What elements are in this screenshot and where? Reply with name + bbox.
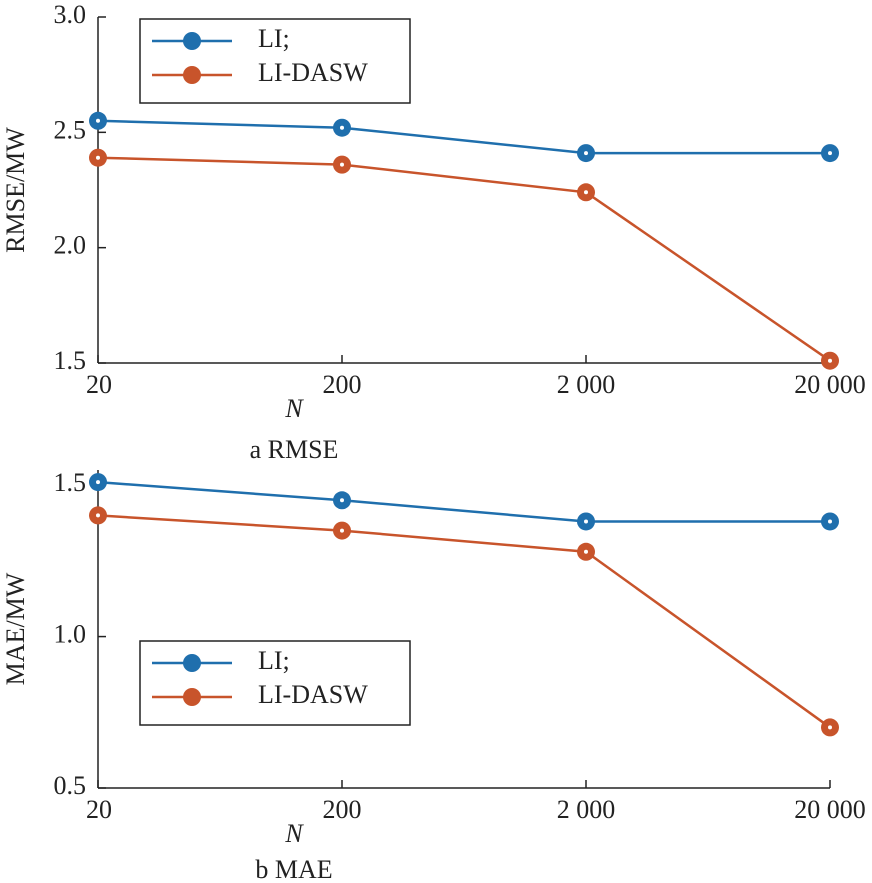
marker-dot (828, 151, 832, 156)
x-tick-label: 200 (323, 795, 362, 824)
x-tick-label: 20 (86, 370, 112, 399)
legend-label: LI-DASW (258, 680, 368, 709)
legend-marker (183, 66, 201, 84)
x-tick-label: 20 000 (794, 370, 866, 399)
x-tick-label: 2 000 (557, 795, 616, 824)
marker-dot (584, 151, 588, 156)
series-line (97, 514, 831, 729)
marker-dot (828, 519, 832, 524)
legend-label: LI; (258, 24, 290, 53)
x-tick-label: 200 (323, 370, 362, 399)
marker-dot (340, 498, 344, 503)
series-line (97, 119, 830, 155)
marker-dot (584, 519, 588, 524)
marker-dot (96, 513, 100, 518)
legend-label: LI-DASW (258, 58, 368, 87)
x-axis-label: N (284, 394, 304, 423)
x-tick-label: 20 000 (794, 795, 866, 824)
x-tick-label: 20 (86, 795, 112, 824)
marker-dot (828, 725, 832, 730)
y-tick-label: 2.5 (54, 115, 87, 144)
legend-box (139, 18, 411, 104)
x-axis-label: N (284, 819, 304, 848)
y-tick-label: 1.0 (54, 620, 87, 649)
marker-dot (96, 155, 100, 160)
marker-dot (340, 528, 344, 533)
y-axis-label: MAE/MW (1, 572, 30, 685)
legend-marker (183, 688, 201, 706)
marker-dot (96, 118, 100, 123)
marker-dot (96, 480, 100, 485)
marker-dot (340, 162, 344, 167)
legend-label: LI; (258, 646, 290, 675)
legend-marker (183, 654, 201, 672)
series-line (97, 156, 831, 362)
y-tick-label: 2.0 (54, 231, 87, 260)
y-tick-label: 0.5 (54, 771, 87, 800)
legend-box (139, 640, 411, 726)
marker-dot (828, 358, 832, 363)
caption: b MAE (255, 855, 332, 883)
x-tick-label: 2 000 (557, 370, 616, 399)
marker-dot (584, 190, 588, 195)
y-tick-label: 1.5 (54, 346, 87, 375)
legend-marker (183, 32, 201, 50)
y-axis-label: RMSE/MW (1, 127, 30, 253)
marker-dot (340, 125, 344, 130)
y-tick-label: 3.0 (54, 0, 87, 29)
y-tick-label: 1.5 (54, 468, 87, 497)
series-line (97, 480, 830, 523)
caption: a RMSE (250, 435, 339, 464)
marker-dot (584, 549, 588, 554)
